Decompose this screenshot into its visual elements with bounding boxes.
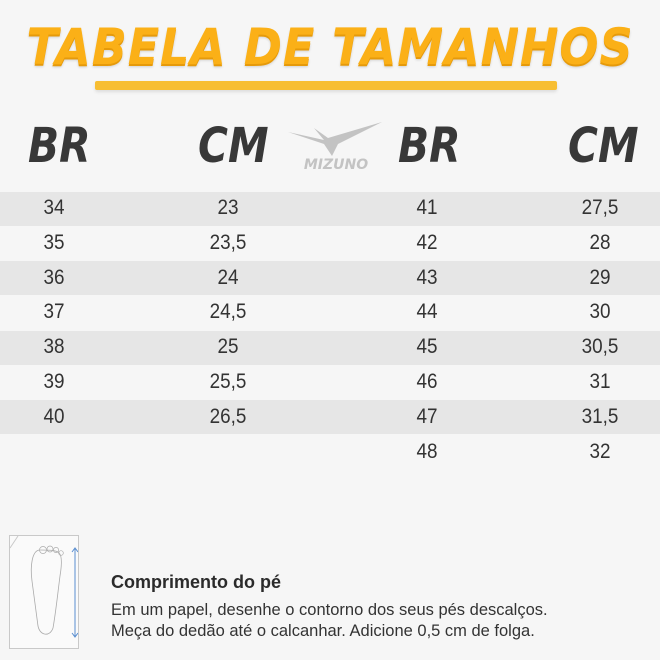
row-band [0,331,660,365]
size-cell: 29 [589,265,611,289]
size-cell: 39 [43,370,65,393]
size-cell: 35 [43,230,65,254]
size-cell: 40 [43,404,65,428]
size-cell: 27,5 [581,196,619,219]
size-cell: 23,5 [209,230,247,254]
foot-instruction-1: Em um papel, desenhe o contorno dos seus… [111,601,548,619]
size-cell: 25,5 [209,370,247,393]
header-br-left: BR [28,118,91,174]
page-title: TABELA DE TAMANHOS [26,18,634,76]
size-cell: 41 [416,196,438,219]
size-cell: 47 [416,404,438,428]
size-cell: 26,5 [209,404,247,428]
logo-text: MIZUNO [304,157,368,172]
size-cell: 42 [416,230,438,254]
size-cell: 28 [589,230,611,254]
size-cell: 38 [43,335,65,359]
size-cell: 30,5 [581,335,619,359]
header-br-right: BR [398,118,461,174]
row-band [0,400,660,434]
size-cell: 24,5 [209,300,247,324]
size-cell: 32 [589,439,611,463]
size-cell: 44 [416,300,438,324]
size-cell: 37 [43,300,65,324]
size-cell: 45 [416,335,438,359]
size-cell: 34 [43,196,65,219]
foot-heading: Comprimento do pé [111,572,281,592]
size-cell: 36 [43,265,65,289]
size-cell: 23 [217,196,239,219]
size-cell: 48 [416,439,438,463]
foot-measure-icon [9,535,79,649]
size-cell: 25 [217,335,239,359]
row-band [0,261,660,295]
header-cm-right: CM [568,118,639,174]
size-cell: 24 [217,265,239,289]
row-band [0,192,660,226]
size-cell: 31 [589,370,611,393]
header-cm-left: CM [198,118,269,174]
size-cell: 31,5 [581,404,619,428]
size-cell: 43 [416,265,438,289]
size-cell: 46 [416,370,438,393]
mizuno-logo: MIZUNO [288,122,382,172]
size-cell: 30 [589,300,611,324]
foot-instruction-2: Meça do dedão até o calcanhar. Adicione … [111,622,535,640]
title-underline [95,81,557,90]
